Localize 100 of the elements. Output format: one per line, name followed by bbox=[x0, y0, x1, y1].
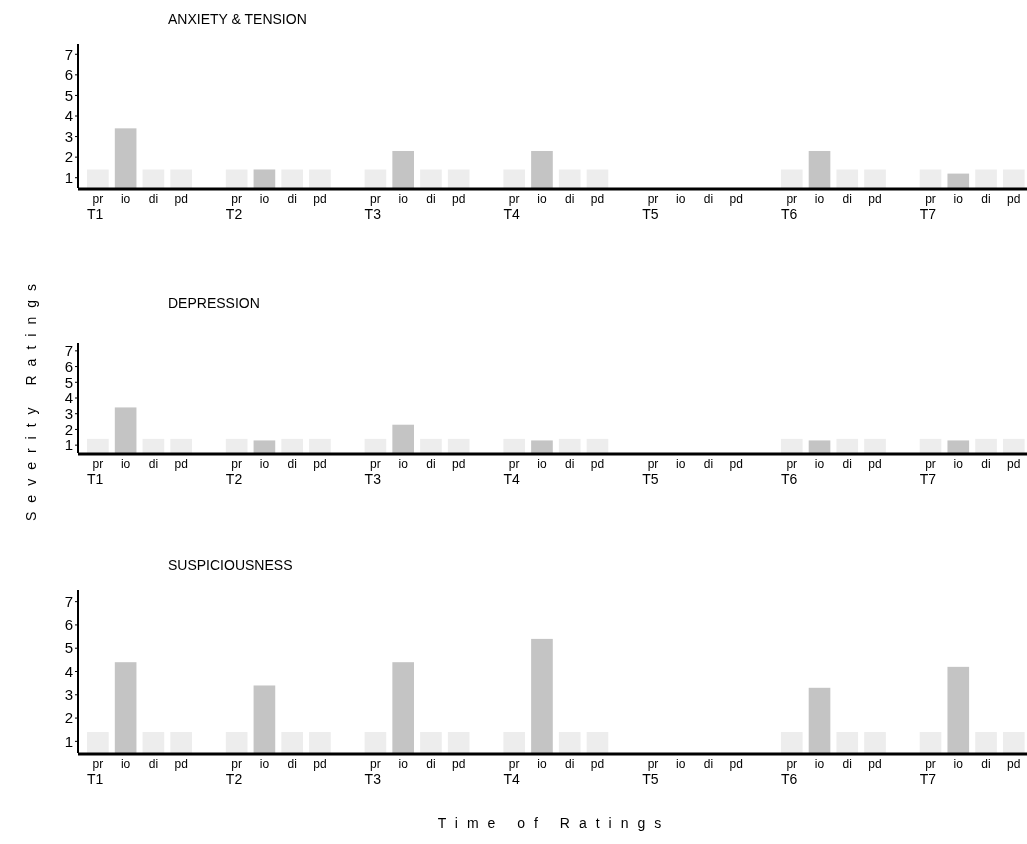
y-tick-label: 2 bbox=[64, 148, 73, 166]
x-tick-label: di bbox=[148, 192, 159, 206]
x-tick-label: pd bbox=[729, 192, 743, 206]
y-tick-label: 2 bbox=[64, 709, 73, 727]
x-tick-label: io bbox=[814, 757, 825, 771]
x-tick-label: io bbox=[398, 457, 409, 471]
x-tick-label: di bbox=[287, 457, 297, 471]
x-tick-label: pd bbox=[452, 757, 466, 771]
x-tick-label: io bbox=[953, 757, 964, 771]
text: T1 bbox=[87, 206, 104, 222]
x-tick-label: pr bbox=[231, 457, 242, 471]
x-tick-label: pr bbox=[786, 757, 798, 771]
x-tick-label: pd bbox=[729, 457, 743, 471]
x-tick-label: io bbox=[676, 757, 686, 771]
text: T3 bbox=[364, 471, 382, 487]
x-tick-label: io bbox=[398, 757, 409, 771]
y-tick-label: 1 bbox=[64, 436, 73, 454]
text: T6 bbox=[780, 206, 798, 222]
x-tick-label: di bbox=[565, 192, 575, 206]
y-tick-label: 2 bbox=[64, 420, 73, 438]
y-tick-label: 7 bbox=[64, 342, 73, 360]
x-tick-label: pr bbox=[92, 757, 104, 771]
x-tick-label: di bbox=[426, 757, 436, 771]
x-tick-label: pd bbox=[1007, 757, 1021, 771]
x-axis-title: Time of Ratings bbox=[437, 815, 671, 831]
x-tick-label: di bbox=[842, 757, 852, 771]
x-tick-label: io bbox=[537, 457, 547, 471]
x-tick-label: pd bbox=[174, 457, 188, 471]
x-tick-label: pr bbox=[647, 457, 659, 471]
y-tick-label: 6 bbox=[64, 66, 73, 84]
y-tick-label: 1 bbox=[64, 168, 73, 186]
y-axis-title: Severity Ratings bbox=[23, 275, 39, 521]
y-tick-label: 3 bbox=[64, 404, 73, 422]
x-tick-label: pd bbox=[313, 457, 327, 471]
text: T5 bbox=[642, 471, 659, 487]
text: T3 bbox=[364, 771, 382, 787]
x-tick-label: pd bbox=[1007, 192, 1021, 206]
x-tick-label: di bbox=[703, 192, 714, 206]
text: T6 bbox=[780, 471, 798, 487]
x-tick-label: di bbox=[426, 192, 436, 206]
x-tick-label: io bbox=[676, 457, 686, 471]
y-tick-label: 7 bbox=[64, 592, 73, 610]
x-tick-label: pr bbox=[370, 192, 381, 206]
y-tick-label: 4 bbox=[64, 662, 73, 680]
y-tick-label: 6 bbox=[64, 616, 73, 634]
chart-title: ANXIETY & TENSION bbox=[168, 11, 307, 27]
x-tick-label: pd bbox=[452, 457, 466, 471]
x-tick-label: pd bbox=[729, 757, 743, 771]
x-tick-label: pd bbox=[868, 757, 882, 771]
x-tick-label: io bbox=[259, 192, 270, 206]
x-tick-label: io bbox=[259, 457, 270, 471]
x-tick-label: di bbox=[565, 457, 575, 471]
y-tick-label: 7 bbox=[64, 45, 73, 63]
y-tick-label: 4 bbox=[64, 107, 73, 125]
text: T4 bbox=[503, 771, 520, 787]
x-tick-label: io bbox=[537, 192, 547, 206]
x-tick-label: pr bbox=[647, 192, 659, 206]
text: T2 bbox=[225, 206, 243, 222]
y-tick-label: 6 bbox=[64, 357, 73, 375]
x-tick-label: di bbox=[981, 192, 991, 206]
x-tick-label: pr bbox=[508, 757, 520, 771]
x-tick-label: io bbox=[120, 757, 131, 771]
x-tick-label: pr bbox=[92, 192, 104, 206]
x-tick-label: pr bbox=[647, 757, 659, 771]
text: T7 bbox=[919, 206, 937, 222]
chart-title: SUSPICIOUSNESS bbox=[168, 557, 293, 573]
text: T3 bbox=[364, 206, 382, 222]
x-tick-label: pr bbox=[231, 192, 242, 206]
x-tick-label: io bbox=[120, 192, 131, 206]
x-tick-label: pr bbox=[508, 192, 520, 206]
x-tick-label: di bbox=[703, 757, 714, 771]
text: T5 bbox=[642, 206, 659, 222]
x-tick-label: di bbox=[287, 757, 297, 771]
x-tick-label: pr bbox=[786, 457, 798, 471]
x-tick-label: pd bbox=[868, 457, 882, 471]
x-tick-label: pd bbox=[174, 757, 188, 771]
y-tick-label: 4 bbox=[64, 389, 73, 407]
x-tick-label: pd bbox=[590, 757, 605, 771]
y-tick-label: 3 bbox=[64, 127, 73, 145]
x-tick-label: pd bbox=[1007, 457, 1021, 471]
x-tick-label: pd bbox=[868, 192, 882, 206]
text: T1 bbox=[87, 471, 104, 487]
x-tick-label: di bbox=[148, 757, 159, 771]
x-tick-label: di bbox=[426, 457, 436, 471]
x-tick-label: io bbox=[537, 757, 547, 771]
x-tick-label: pr bbox=[370, 457, 381, 471]
x-tick-label: pd bbox=[452, 192, 466, 206]
x-tick-label: pr bbox=[231, 757, 242, 771]
x-tick-label: io bbox=[953, 457, 964, 471]
x-tick-label: pr bbox=[508, 457, 520, 471]
text: T7 bbox=[919, 771, 937, 787]
x-tick-label: pr bbox=[925, 757, 936, 771]
x-tick-label: di bbox=[565, 757, 575, 771]
x-tick-label: pr bbox=[786, 192, 798, 206]
x-tick-label: io bbox=[120, 457, 131, 471]
x-tick-label: pr bbox=[925, 457, 936, 471]
x-tick-label: io bbox=[259, 757, 270, 771]
x-tick-label: di bbox=[981, 757, 991, 771]
text: T2 bbox=[225, 471, 243, 487]
x-tick-label: di bbox=[148, 457, 159, 471]
